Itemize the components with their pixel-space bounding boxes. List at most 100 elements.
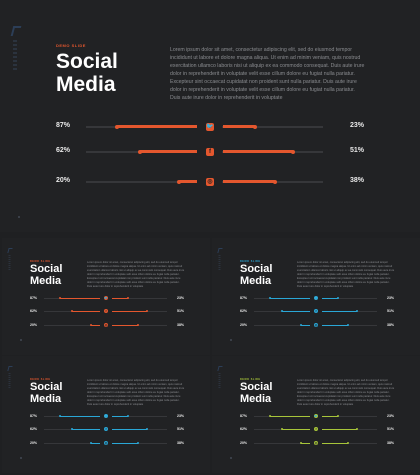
vertical-brand-text: [8, 373, 11, 388]
twitter-glyph: 🐦: [104, 414, 108, 419]
track-left: [86, 151, 190, 153]
brand-logo: [7, 248, 13, 271]
metric-left-percent: 87%: [30, 296, 38, 300]
slide-title: Social Media: [240, 381, 272, 405]
instagram-icon[interactable]: ◎: [206, 177, 214, 186]
bar-right-endcap: [126, 415, 129, 418]
bar-right-value: [322, 324, 349, 327]
bar-left-endcap: [299, 442, 302, 445]
facebook-icon[interactable]: f: [104, 309, 108, 314]
bar-left-value: [71, 310, 100, 313]
bar-left-value: [90, 324, 100, 327]
bar-right-value: [322, 415, 338, 418]
track-right: [114, 443, 167, 444]
instagram-icon[interactable]: ◎: [104, 323, 108, 328]
logo-mark-icon: [7, 248, 13, 253]
thumbnail-slide-orange[interactable]: DEMO SLIDE Social Media Lorem ipsum dolor s…: [2, 238, 210, 355]
bar-right-value: [112, 415, 128, 418]
metric-right-percent: 23%: [177, 296, 185, 300]
metric-left-percent: 87%: [30, 414, 38, 418]
brand-logo: [7, 366, 13, 389]
twitter-icon[interactable]: 🐦: [206, 122, 214, 131]
thumbnail-slide-blue-alt[interactable]: DEMO SLIDE Social Media Lorem ipsum dolor s…: [2, 356, 210, 473]
slide-title: Social Media: [30, 263, 62, 287]
instagram-glyph: ◎: [314, 441, 318, 446]
bar-left-endcap: [115, 124, 120, 129]
bar-left-value: [71, 428, 100, 431]
bar-right-endcap: [126, 297, 129, 300]
slide-paragraph: Lorem ipsum dolor sit amet, consectetur …: [297, 379, 395, 406]
bar-left-endcap: [89, 442, 92, 445]
logo-mark-icon: [217, 248, 223, 253]
slide-paragraph: Lorem ipsum dolor sit amet, consectetur …: [170, 47, 365, 101]
metric-left-percent: 62%: [240, 427, 248, 431]
thumbnail-slide-blue[interactable]: DEMO SLIDE Social Media Lorem ipsum dolor s…: [212, 238, 420, 355]
metric-left-percent: 87%: [240, 296, 248, 300]
metric-right-percent: 23%: [387, 296, 395, 300]
bar-right-value: [222, 180, 276, 184]
bar-left-endcap: [280, 310, 283, 313]
twitter-icon[interactable]: 🐦: [104, 414, 108, 419]
bar-left-value: [281, 310, 310, 313]
twitter-glyph: 🐦: [314, 414, 318, 419]
bar-left-endcap: [59, 415, 62, 418]
brand-logo: [217, 366, 223, 389]
main-slide[interactable]: DEMO SLIDE Social Media Lorem ipsum dolor s…: [0, 0, 420, 232]
metric-right-percent: 51%: [387, 427, 395, 431]
bar-right-value: [322, 442, 349, 445]
track-right: [324, 416, 377, 417]
bar-right-endcap: [291, 149, 296, 154]
bar-right-value: [222, 150, 294, 154]
thumbnail-slide-green[interactable]: DEMO SLIDE Social Media Lorem ipsum dolor s…: [212, 356, 420, 473]
slide-title: Social Media: [30, 381, 62, 405]
slide-kicker: DEMO SLIDE: [30, 378, 51, 381]
track-right: [324, 298, 377, 299]
bar-left-value: [178, 180, 198, 184]
slide-title-line1: Social: [30, 263, 63, 275]
bar-right-value: [112, 428, 147, 431]
twitter-icon[interactable]: 🐦: [314, 296, 318, 301]
metric-left-percent: 20%: [240, 323, 248, 327]
metric-left-percent: 87%: [56, 122, 71, 129]
slide-title-line2: Media: [240, 393, 272, 406]
instagram-glyph: ◎: [104, 323, 108, 328]
track-right: [222, 126, 323, 128]
facebook-icon[interactable]: f: [104, 427, 108, 432]
slide-title-line1: Social: [30, 381, 63, 393]
twitter-icon[interactable]: 🐦: [104, 296, 108, 301]
bar-left-endcap: [59, 297, 62, 300]
bar-left-endcap: [70, 428, 73, 431]
twitter-icon[interactable]: 🐦: [314, 414, 318, 419]
facebook-icon[interactable]: f: [206, 147, 214, 156]
vertical-brand-text: [218, 373, 221, 388]
metric-right-percent: 38%: [177, 323, 185, 327]
instagram-icon[interactable]: ◎: [314, 441, 318, 446]
bar-right-value: [222, 125, 255, 129]
bar-right-endcap: [137, 442, 140, 445]
slide-title: Social Media: [56, 50, 118, 96]
metric-left-percent: 62%: [30, 309, 38, 313]
bar-right-value: [112, 324, 139, 327]
twitter-glyph: 🐦: [206, 124, 214, 131]
vertical-brand-text: [218, 255, 221, 270]
instagram-icon[interactable]: ◎: [104, 441, 108, 446]
corner-dot: [20, 339, 22, 341]
instagram-glyph: ◎: [207, 179, 213, 186]
facebook-glyph: f: [315, 309, 317, 314]
bar-right-endcap: [145, 310, 148, 313]
bar-left-endcap: [138, 149, 143, 154]
corner-dot: [20, 457, 22, 459]
corner-dot: [230, 457, 232, 459]
logo-mark-icon: [7, 366, 13, 371]
metric-right-percent: 51%: [177, 427, 185, 431]
instagram-icon[interactable]: ◎: [314, 323, 318, 328]
bar-left-endcap: [89, 324, 92, 327]
facebook-glyph: f: [209, 148, 211, 155]
facebook-icon[interactable]: f: [314, 427, 318, 432]
slide-kicker: DEMO SLIDE: [240, 378, 261, 381]
slide-title-line2: Media: [30, 275, 62, 288]
track-left: [44, 325, 99, 326]
facebook-icon[interactable]: f: [314, 309, 318, 314]
instagram-glyph: ◎: [104, 441, 108, 446]
facebook-glyph: f: [105, 309, 107, 314]
